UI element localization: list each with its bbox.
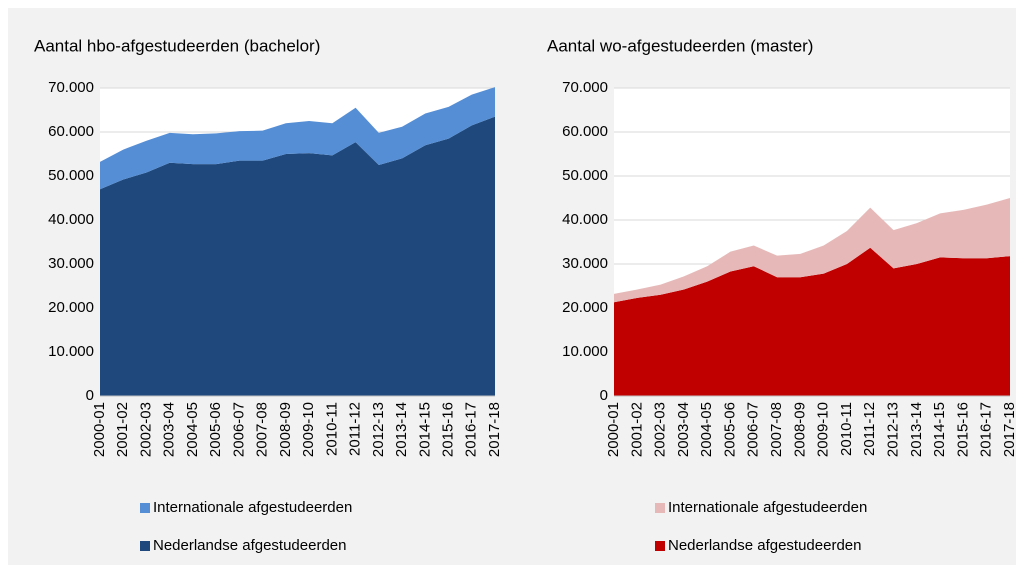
y-tick-label: 70.000 [48,79,94,96]
x-tick-label: 2017-18 [1001,402,1018,457]
legend-swatch [655,541,665,551]
chart-title: Aantal wo-afgestudeerden (master) [547,36,813,55]
x-tick-label: 2010-11 [323,402,340,456]
area [100,87,495,190]
x-tick-label: 2005-06 [207,402,224,457]
legend-swatch [140,503,150,513]
x-tick-label: 2012-13 [370,402,387,457]
x-tick-label: 2001-02 [628,402,645,457]
y-tick-label: 30.000 [48,255,94,272]
x-tick-label: 2013-14 [908,402,925,457]
x-tick-label: 2009-10 [300,402,317,457]
x-tick-label: 2006-07 [745,402,762,457]
y-tick-label: 50.000 [48,167,94,184]
x-tick-label: 2009-10 [815,402,832,457]
x-tick-label: 2002-03 [137,402,154,457]
x-tick-label: 2014-15 [931,402,948,457]
x-tick-label: 2010-11 [838,402,855,456]
x-tick-label: 2012-13 [884,402,901,457]
y-tick-label: 40.000 [48,211,94,228]
x-tick-label: 2015-16 [954,402,971,457]
x-tick-label: 2003-04 [161,402,178,457]
x-tick-label: 2002-03 [652,402,669,457]
x-tick-label: 2000-01 [91,402,108,457]
x-tick-label: 2015-16 [439,402,456,457]
x-tick-label: 2017-18 [486,402,503,457]
x-tick-label: 2004-05 [698,402,715,457]
x-tick-label: 2001-02 [114,402,131,457]
x-tick-label: 2007-08 [768,402,785,457]
x-tick-label: 2016-17 [978,402,995,457]
y-tick-label: 60.000 [562,123,608,140]
x-tick-label: 2008-09 [791,402,808,457]
x-tick-label: 2011-12 [861,402,878,456]
legend-label: Internationale afgestudeerden [668,499,867,516]
legend-swatch [655,503,665,513]
y-tick-label: 10.000 [48,343,94,360]
y-tick-label: 0 [600,387,608,404]
x-tick-label: 2000-01 [605,402,622,457]
y-tick-label: 30.000 [562,255,608,272]
y-tick-label: 70.000 [562,79,608,96]
legend-label: Nederlandse afgestudeerden [153,537,346,554]
area [614,198,1010,303]
y-tick-label: 0 [86,387,94,404]
x-tick-label: 2004-05 [184,402,201,457]
x-tick-label: 2011-12 [347,402,364,456]
area [100,116,495,396]
y-tick-label: 20.000 [48,299,94,316]
x-tick-label: 2006-07 [230,402,247,457]
y-tick-label: 60.000 [48,123,94,140]
y-tick-label: 50.000 [562,167,608,184]
y-tick-label: 40.000 [562,211,608,228]
x-tick-label: 2003-04 [675,402,692,457]
legend-swatch [140,541,150,551]
x-tick-label: 2013-14 [393,402,410,457]
x-tick-label: 2016-17 [463,402,480,457]
y-tick-label: 20.000 [562,299,608,316]
y-tick-label: 10.000 [562,343,608,360]
x-tick-label: 2007-08 [254,402,271,457]
legend-label: Internationale afgestudeerden [153,499,352,516]
x-tick-label: 2014-15 [416,402,433,457]
x-tick-label: 2008-09 [277,402,294,457]
area [614,247,1010,396]
x-tick-label: 2005-06 [721,402,738,457]
chart-title: Aantal hbo-afgestudeerden (bachelor) [34,36,320,55]
legend-label: Nederlandse afgestudeerden [668,537,861,554]
